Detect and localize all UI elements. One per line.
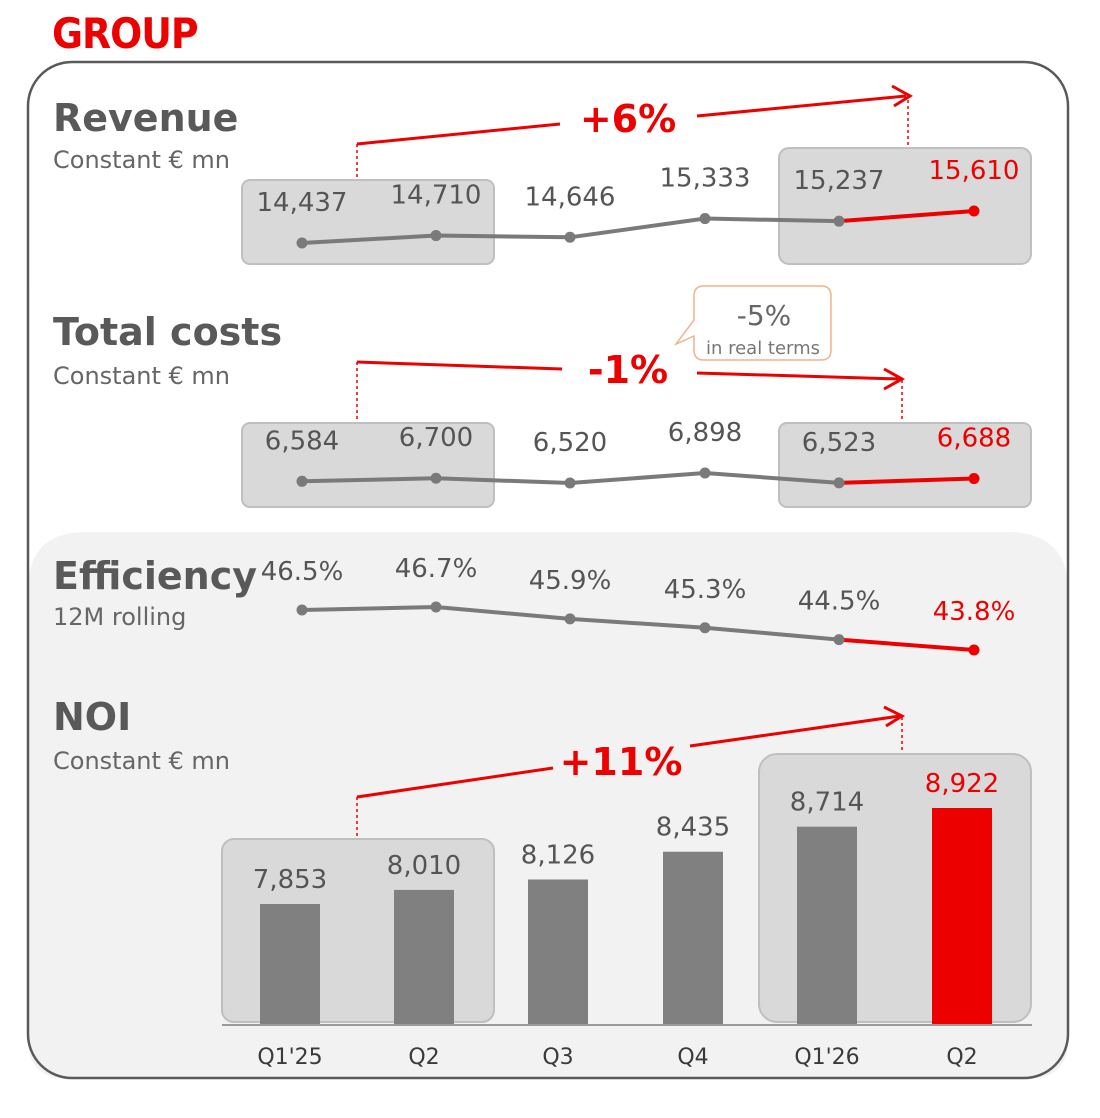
noi-change: +11%: [560, 740, 683, 784]
data-point: [968, 644, 980, 656]
costs-arrowhead: [883, 367, 906, 391]
data-label: 14,646: [525, 182, 616, 212]
revenue-arrowhead: [891, 84, 913, 108]
data-label: 7,853: [253, 865, 327, 895]
callout-text: in real terms: [706, 338, 820, 359]
data-point: [564, 231, 576, 243]
data-label: 8,435: [656, 813, 730, 843]
data-label: 6,520: [533, 428, 607, 458]
data-point: [296, 604, 308, 616]
data-point: [699, 213, 711, 225]
revenue-end-box: [778, 147, 1032, 265]
noi-bar-chart: 7,853 8,010 8,126 8,435 8,714 8,922: [253, 769, 999, 1025]
callout-value: -5%: [737, 299, 792, 332]
data-point: [833, 215, 845, 227]
noi-change-arrow: [356, 766, 554, 799]
data-point: [564, 613, 576, 625]
data-label: 46.7%: [395, 554, 478, 584]
costs-subtitle: Constant € mn: [53, 362, 230, 390]
data-label: 15,610: [929, 156, 1020, 186]
data-label: 44.5%: [798, 587, 881, 617]
x-tick-label: Q2: [946, 1045, 977, 1070]
revenue-section: Revenue Constant € mn +6% 14,437 14,710 14…: [53, 84, 1032, 265]
efficiency-section: Efficiency 12M rolling 46.5% 46.7% 45.9% 45…: [53, 554, 1015, 656]
efficiency-line-chart: 46.5% 46.7% 45.9% 45.3% 44.5% 43.8%: [261, 554, 1016, 656]
data-label: 14,437: [257, 188, 348, 218]
data-label: 46.5%: [261, 557, 344, 587]
revenue-line-chart: 14,437 14,710 14,646 15,333 15,237 15,610: [257, 156, 1020, 249]
outer-frame: [26, 60, 1070, 1080]
noi-change-arrow: [689, 714, 901, 748]
efficiency-subtitle: 12M rolling: [53, 603, 186, 631]
data-point: [564, 477, 576, 489]
data-point: [430, 472, 442, 484]
costs-change-arrow: [356, 360, 563, 371]
data-label: 15,237: [794, 166, 885, 196]
data-label: 6,688: [937, 424, 1011, 454]
revenue-growth-arrow: [696, 94, 907, 118]
bar: [528, 879, 588, 1025]
x-tick-label: Q3: [542, 1045, 573, 1070]
costs-start-box: [241, 422, 495, 508]
bar: [932, 808, 992, 1025]
data-point: [430, 601, 442, 613]
data-label: 6,584: [265, 426, 339, 456]
x-tick-label: Q2: [408, 1045, 439, 1070]
noi-subtitle: Constant € mn: [53, 747, 230, 775]
data-label: 43.8%: [933, 597, 1016, 627]
data-point: [968, 473, 980, 485]
noi-arrowhead: [883, 705, 906, 728]
x-tick-label: Q4: [677, 1045, 708, 1070]
revenue-change: +6%: [580, 97, 676, 141]
costs-section: Total costs Constant € mn -1% -5% in rea…: [53, 285, 1032, 508]
efficiency-title: Efficiency: [53, 554, 257, 598]
data-label: 8,010: [387, 851, 461, 881]
data-label: 6,523: [802, 428, 876, 458]
bar: [260, 904, 320, 1025]
x-tick-label: Q1'26: [794, 1045, 859, 1070]
data-label: 45.3%: [664, 575, 747, 605]
data-point: [699, 467, 711, 479]
revenue-title: Revenue: [53, 96, 238, 140]
costs-title: Total costs: [53, 310, 282, 354]
bar: [797, 826, 857, 1025]
page-title: GROUP: [52, 9, 198, 58]
costs-line-chart: 6,584 6,700 6,520 6,898 6,523 6,688: [265, 418, 1011, 489]
costs-change-arrow: [696, 371, 901, 381]
data-label: 8,714: [790, 788, 864, 818]
x-tick-label: Q1'25: [257, 1045, 322, 1070]
data-point: [430, 230, 442, 242]
series-line-highlight: [838, 476, 975, 485]
data-point: [833, 477, 845, 489]
data-label: 15,333: [660, 164, 751, 194]
data-label: 6,898: [668, 418, 742, 448]
noi-title: NOI: [53, 695, 131, 739]
data-label: 14,710: [391, 181, 482, 211]
data-point: [968, 205, 980, 217]
real-terms-callout: [673, 285, 832, 361]
costs-change: -1%: [588, 348, 668, 392]
series-line-highlight: [838, 637, 975, 652]
data-point: [699, 622, 711, 634]
data-point: [833, 634, 845, 646]
x-axis-labels: Q1'25 Q2 Q3 Q4 Q1'26 Q2: [257, 1045, 977, 1070]
revenue-growth-arrow: [356, 122, 561, 146]
bar: [394, 889, 454, 1025]
data-point: [296, 475, 308, 487]
data-label: 45.9%: [529, 566, 612, 596]
data-label: 6,700: [399, 423, 473, 453]
noi-section: NOI Constant € mn +11% 7,853 8,010 8,126 8,…: [53, 695, 1032, 1070]
series-line-highlight: [838, 209, 975, 224]
data-label: 8,922: [925, 769, 999, 799]
data-label: 8,126: [521, 840, 595, 870]
data-point: [296, 237, 308, 249]
revenue-subtitle: Constant € mn: [53, 146, 230, 174]
bar: [663, 851, 723, 1025]
